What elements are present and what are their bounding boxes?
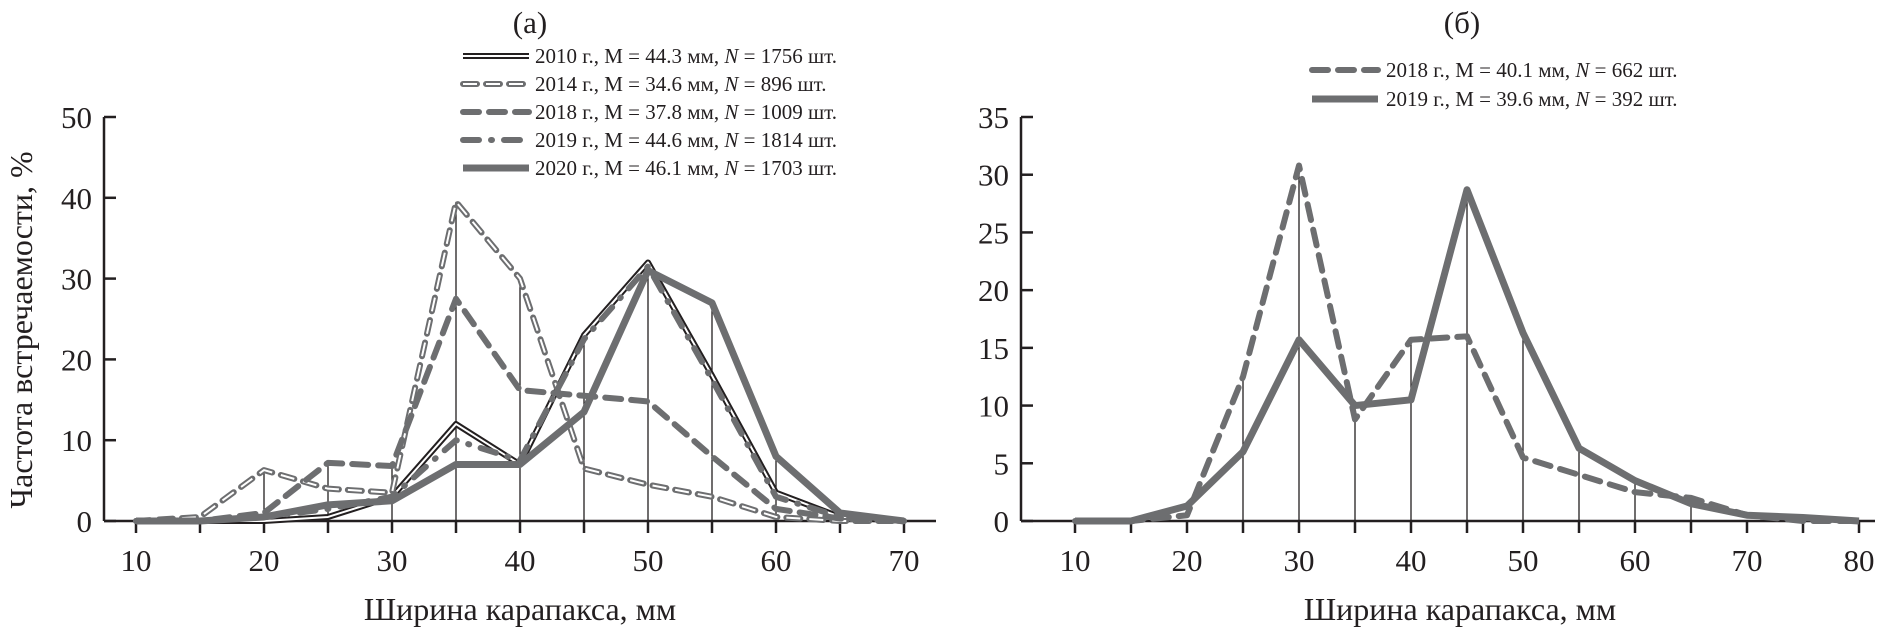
legend-label-prefix: 2019 г., M = 39.6 мм, [1386, 87, 1575, 111]
panel-b-legend-entry-2019: 2019 г., M = 39.6 мм, N = 392 шт. [1312, 87, 1677, 111]
panel-a-legend-entry-2019: 2019 г., M = 44.6 мм, N = 1814 шт. [460, 128, 837, 152]
panel-a-x-tick-label: 10 [121, 543, 152, 578]
legend-label-prefix: 2018 г., M = 37.8 мм, [535, 100, 724, 124]
legend-label-prefix: 2020 г., M = 46.1 мм, [535, 156, 724, 180]
panel-a-series-line-2018 [133, 295, 907, 524]
panel-a-y-tick-label: 40 [61, 181, 92, 216]
panel-b-y-tick-label: 10 [978, 389, 1009, 424]
legend-label-n: N [723, 100, 739, 124]
legend-label-2019: 2019 г., M = 44.6 мм, N = 1814 шт. [535, 128, 837, 152]
panel-b-y-tick-label: 15 [978, 331, 1009, 366]
legend-label-2019: 2019 г., M = 39.6 мм, N = 392 шт. [1386, 87, 1677, 111]
panel-a-y-tick-label: 30 [61, 262, 92, 297]
legend-label-n: N [1574, 87, 1590, 111]
panel-b-y-tick-label: 35 [978, 100, 1009, 135]
panel-b-x-tick-label: 40 [1396, 543, 1427, 578]
panel-a-x-tick-label: 40 [505, 543, 536, 578]
panel-a-series-2018 [133, 295, 907, 524]
legend-label-suffix: = 1703 шт. [738, 156, 837, 180]
panel-a-legend-entry-2014: 2014 г., M = 34.6 мм, N = 896 шт. [460, 72, 826, 96]
legend-label-n: N [723, 72, 739, 96]
panel-a-legend-entry-2020: 2020 г., M = 46.1 мм, N = 1703 шт. [463, 156, 837, 180]
legend-label-2018: 2018 г., M = 37.8 мм, N = 1009 шт. [535, 100, 837, 124]
panel-b-y-tick-label: 0 [994, 504, 1010, 539]
panel-a-x-axis-label: Ширина карапакса, мм [364, 591, 676, 627]
panel-a-x-tick-label: 70 [889, 543, 920, 578]
panel-a-y-axis-label: Частота встречаемости, % [3, 151, 39, 508]
panel-a: (а) Ширина карапакса, мм Частота встреча… [3, 5, 936, 627]
panel-a-series-2014 [133, 198, 907, 524]
panel-b-y-tick-label: 5 [994, 446, 1010, 481]
legend-label-n: N [723, 128, 739, 152]
legend-label-n: N [1574, 58, 1590, 82]
panel-b-series-line-2019 [1075, 186, 1860, 525]
legend-label-prefix: 2019 г., M = 44.6 мм, [535, 128, 724, 152]
panel-b-x-tick-label: 50 [1508, 543, 1539, 578]
legend-label-n: N [723, 156, 739, 180]
panel-a-title: (а) [513, 5, 547, 40]
panel-b-legend-entry-2018: 2018 г., M = 40.1 мм, N = 662 шт. [1309, 58, 1677, 82]
panel-b-x-axis-label: Ширина карапакса, мм [1304, 591, 1616, 627]
panel-a-y-tick-label: 20 [61, 342, 92, 377]
legend-label-2020: 2020 г., M = 46.1 мм, N = 1703 шт. [535, 156, 837, 180]
panel-b-x-tick-label: 20 [1172, 543, 1203, 578]
panel-b-y-tick-label: 20 [978, 273, 1009, 308]
panel-b-series-2019 [1075, 186, 1860, 525]
panel-b-y-tick-label: 25 [978, 215, 1009, 250]
legend-label-suffix: = 662 шт. [1589, 58, 1677, 82]
panel-a-series-line-2020 [136, 267, 905, 525]
legend-label-suffix: = 1756 шт. [738, 44, 837, 68]
legend-label-2010: 2010 г., M = 44.3 мм, N = 1756 шт. [535, 44, 837, 68]
legend-label-prefix: 2010 г., M = 44.3 мм, [535, 44, 724, 68]
panel-a-x-tick-label: 50 [633, 543, 664, 578]
panel-b: (б) Ширина карапакса, мм 10 20 30 40 50 60 70 8… [978, 5, 1875, 627]
panel-b-x-tick-label: 70 [1732, 543, 1763, 578]
legend-label-prefix: 2014 г., M = 34.6 мм, [535, 72, 724, 96]
panel-a-y-tick-label: 10 [61, 423, 92, 458]
panel-b-x-tick-label: 10 [1060, 543, 1091, 578]
panel-b-x-tick-label: 60 [1620, 543, 1651, 578]
panel-b-x-tick-label: 30 [1284, 543, 1315, 578]
panel-a-legend-entry-2018: 2018 г., M = 37.8 мм, N = 1009 шт. [460, 100, 837, 124]
panel-a-y-tick-label: 50 [61, 100, 92, 135]
panel-a-series-line-2014 [135, 200, 904, 522]
legend-label-prefix: 2018 г., M = 40.1 мм, [1386, 58, 1575, 82]
legend-label-suffix: = 1009 шт. [738, 100, 837, 124]
panel-b-y-tick-label: 30 [978, 158, 1009, 193]
panel-a-y-tick-label: 0 [77, 504, 93, 539]
panel-a-x-tick-label: 30 [377, 543, 408, 578]
legend-label-2018: 2018 г., M = 40.1 мм, N = 662 шт. [1386, 58, 1677, 82]
panel-b-title: (б) [1444, 5, 1480, 40]
panel-a-x-tick-label: 60 [761, 543, 792, 578]
legend-label-suffix: = 1814 шт. [738, 128, 837, 152]
panel-a-series-2020 [136, 267, 905, 525]
panel-a-x-tick-label: 20 [249, 543, 280, 578]
panel-b-x-tick-label: 80 [1844, 543, 1875, 578]
legend-label-n: N [723, 44, 739, 68]
legend-label-2014: 2014 г., M = 34.6 мм, N = 896 шт. [535, 72, 826, 96]
panel-a-legend-entry-2010: 2010 г., M = 44.3 мм, N = 1756 шт. [463, 44, 837, 68]
legend-label-suffix: = 392 шт. [1589, 87, 1677, 111]
legend-label-suffix: = 896 шт. [738, 72, 826, 96]
